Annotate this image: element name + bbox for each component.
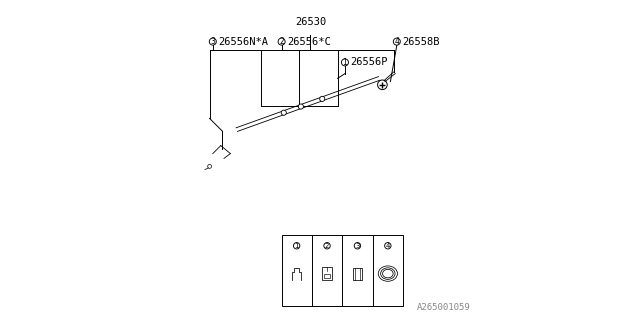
Bar [324,274,330,278]
Bar [322,267,332,280]
Text: 2: 2 [279,37,284,46]
Bar [282,235,403,306]
Text: 1: 1 [342,58,348,67]
Text: 26530: 26530 [295,17,326,28]
Text: 26556*C: 26556*C [287,36,331,47]
Circle shape [281,110,286,115]
Text: 2: 2 [325,243,329,249]
Circle shape [298,104,303,109]
Text: 26556P: 26556P [351,57,388,68]
Text: 26556N*A: 26556N*A [218,36,268,47]
Text: 1: 1 [294,243,299,249]
Text: 3: 3 [211,37,215,46]
Text: A265001059: A265001059 [417,303,470,312]
Text: 26558B: 26558B [403,36,440,47]
Circle shape [320,96,325,101]
Bar [353,268,362,280]
Text: 3: 3 [355,243,360,249]
Text: 4: 4 [386,243,390,249]
Text: 4: 4 [394,37,399,46]
